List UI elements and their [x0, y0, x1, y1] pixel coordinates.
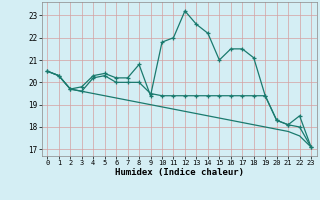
X-axis label: Humidex (Indice chaleur): Humidex (Indice chaleur): [115, 168, 244, 177]
